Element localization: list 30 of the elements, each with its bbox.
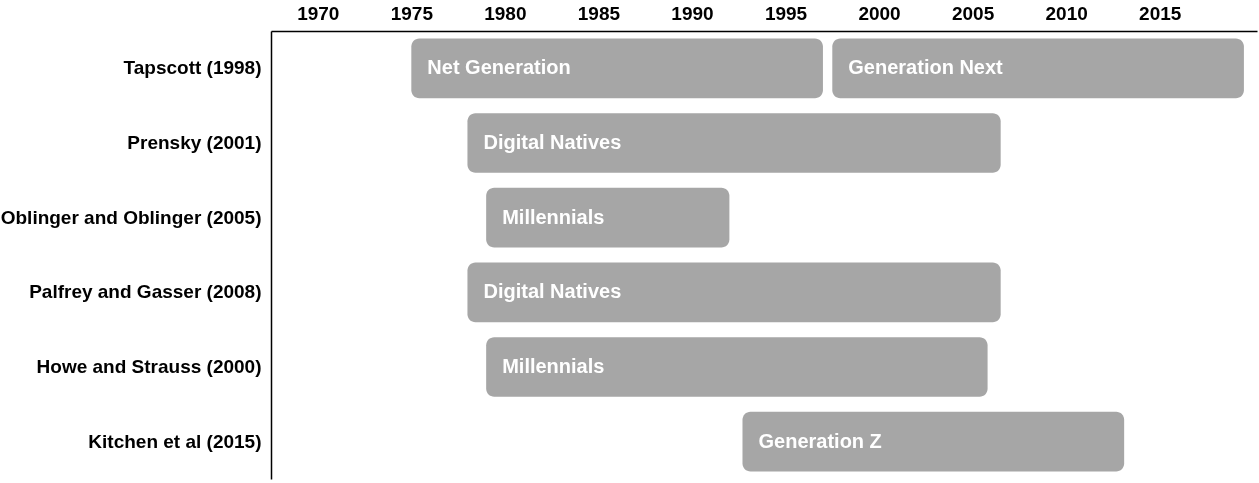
y-tick-label: Palfrey and Gasser (2008): [29, 281, 262, 303]
y-tick-label: Prensky (2001): [127, 132, 262, 153]
bar: [486, 337, 988, 397]
y-tick-label: Howe and Strauss (2000): [36, 356, 262, 377]
y-tick-label: Kitchen et al (2015): [88, 430, 262, 452]
bar: [832, 38, 1244, 99]
data-label: Generation Next: [848, 56, 1004, 79]
data-label: Digital Natives: [483, 280, 622, 303]
y-tick-label: Oblinger and Oblinger (2005): [0, 206, 262, 228]
bar: [467, 262, 1001, 323]
x-tick-label: 1975: [390, 2, 434, 24]
y-tick-label: Tapscott (1998): [123, 57, 262, 79]
x-tick-label: 1980: [484, 2, 527, 24]
bar: [486, 187, 730, 248]
bar: [411, 38, 823, 99]
data-label: Net Generation: [427, 56, 571, 79]
bar: [467, 113, 1001, 173]
x-tick-label: 2005: [951, 2, 995, 24]
data-label: Digital Natives: [483, 131, 622, 153]
bar: [742, 411, 1125, 472]
x-tick-label: 1990: [671, 2, 714, 24]
data-label: Millennials: [502, 355, 605, 377]
data-label: Millennials: [502, 205, 605, 228]
x-tick-label: 1985: [577, 2, 621, 24]
x-tick-label: 2015: [1139, 2, 1182, 24]
x-tick-label: 1995: [764, 2, 808, 24]
x-tick-label: 1970: [297, 2, 340, 24]
x-tick-label: 2000: [858, 2, 901, 24]
x-tick-label: 2010: [1045, 2, 1088, 24]
data-label: Generation Z: [758, 429, 882, 452]
